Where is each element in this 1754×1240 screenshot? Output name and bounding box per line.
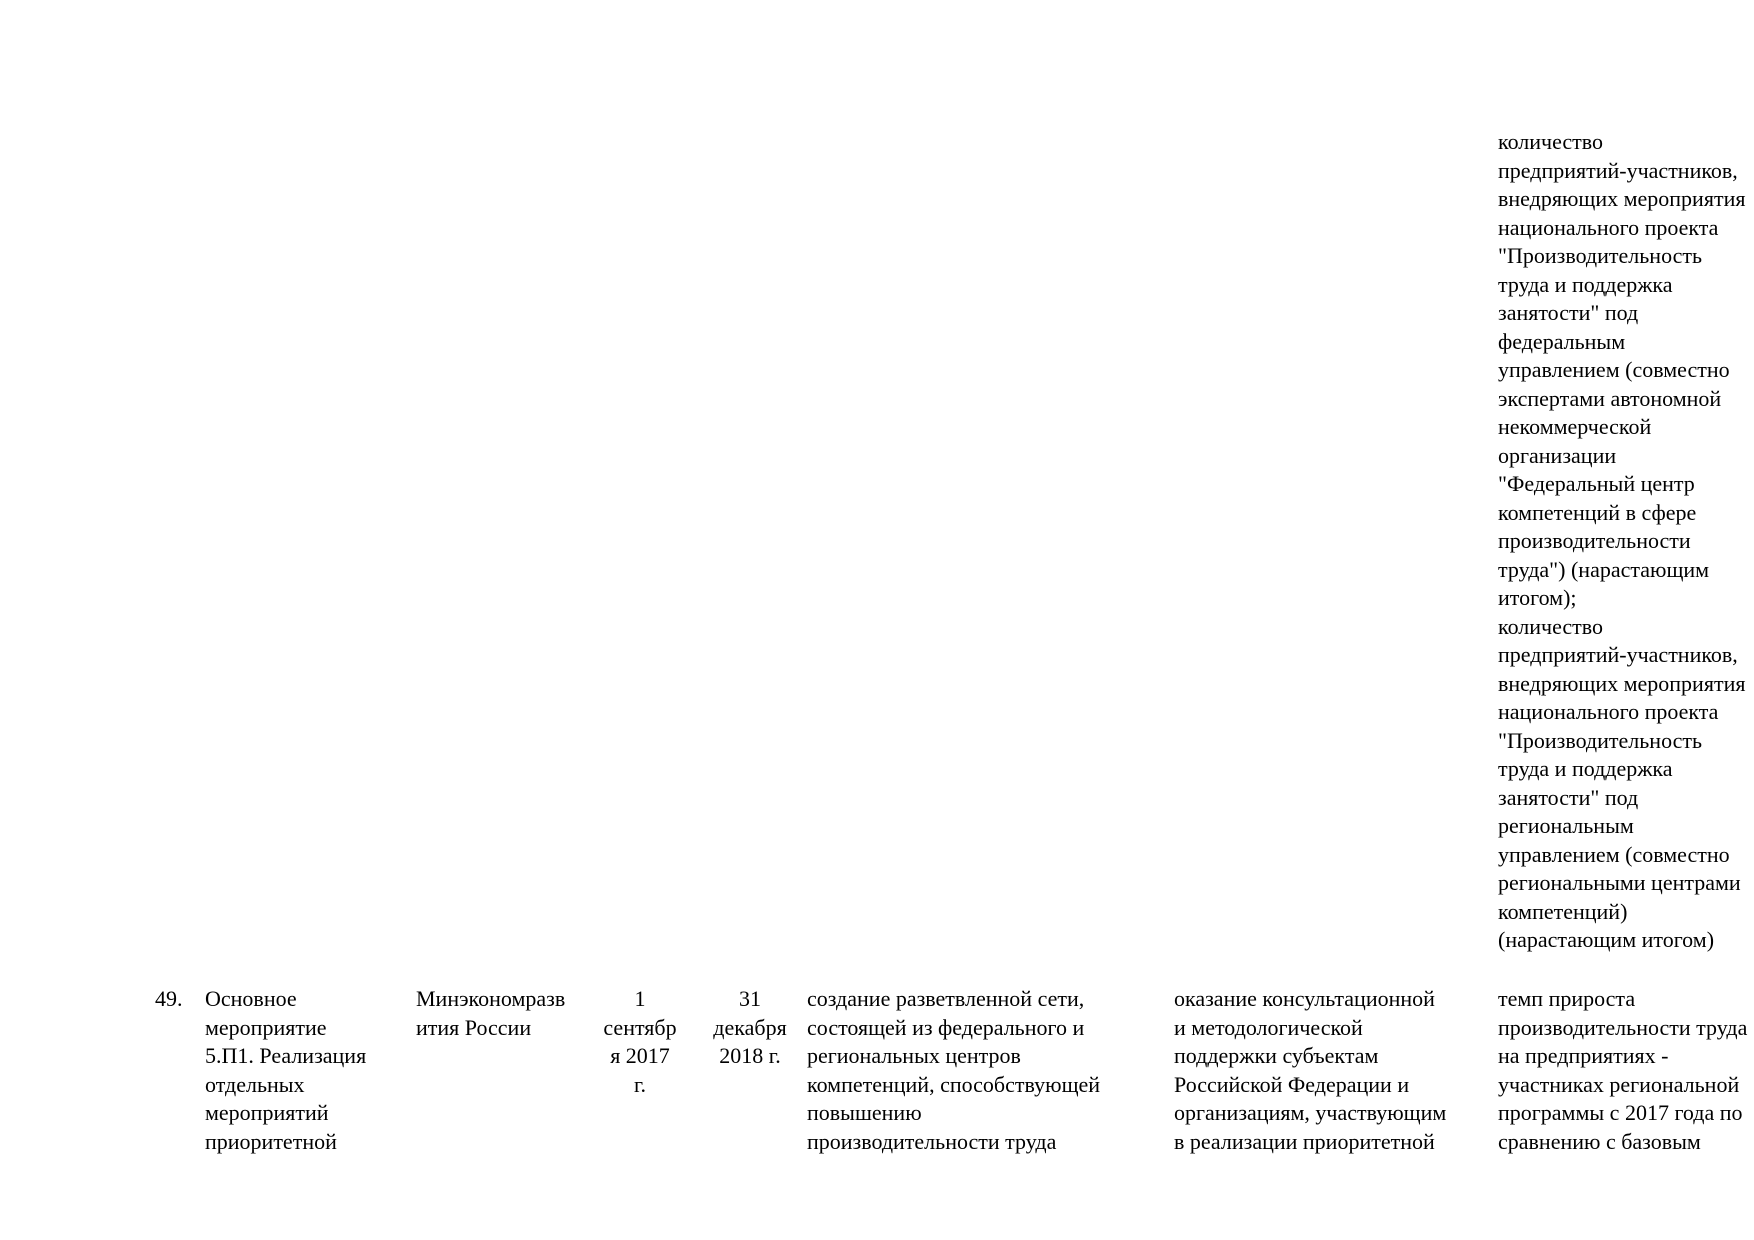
text-line: занятости" под <box>1498 784 1639 810</box>
text-line: региональными центрами <box>1498 870 1741 895</box>
text-line: "Производительность <box>1498 243 1703 268</box>
text-line: компетенций) <box>1498 898 1628 924</box>
text-line: организациям, участвующим <box>1174 1100 1447 1125</box>
text-line: предприятий-участников, <box>1498 642 1738 667</box>
text-line: (нарастающим итогом) <box>1498 927 1715 952</box>
text-line: темп прироста <box>1498 986 1636 1011</box>
text-line: федеральным <box>1498 328 1626 354</box>
text-line: создание разветвленной сети, <box>807 986 1085 1011</box>
text-line: 2018 г. <box>719 1043 781 1068</box>
text-line: Минэкономразв <box>416 986 566 1011</box>
text-line: производительности труда <box>1498 1014 1748 1040</box>
event-name-cell: Основное мероприятие 5.П1. Реализация отдел… <box>205 985 366 1156</box>
indicators-cell: темп прироста производительности труда на … <box>1498 985 1747 1156</box>
expected-result-cell: создание разветвленной сети, состоящей из… <box>807 985 1100 1156</box>
text-line: 31 <box>739 986 761 1011</box>
text-line: 1 <box>634 986 646 1011</box>
text-line: декабря <box>713 1014 787 1040</box>
text-line: и методологической <box>1174 1014 1363 1040</box>
text-line: труда и поддержка <box>1498 756 1673 781</box>
text-line: мероприятий <box>205 1100 329 1125</box>
support-direction-cell: оказание консультационной и методологичес… <box>1174 985 1446 1156</box>
text-line: поддержки субъектам <box>1174 1043 1379 1068</box>
text-line: производительности труда <box>807 1128 1057 1154</box>
text-line: "Производительность <box>1498 727 1703 753</box>
text-line: труда и поддержка <box>1498 271 1673 297</box>
text-line: количество <box>1498 129 1604 154</box>
text-line: на предприятиях - <box>1498 1043 1669 1068</box>
row-number: 49. <box>155 986 183 1011</box>
text-line: приоритетной <box>205 1128 337 1154</box>
row-number-cell: 49. <box>155 985 183 1014</box>
text-line: мероприятие <box>205 1014 327 1040</box>
start-date-cell: 1 сентябр я 2017 г. <box>595 985 685 1099</box>
text-line: национального проекта <box>1498 214 1719 240</box>
text-line: предприятий-участников, <box>1498 157 1738 183</box>
text-line: региональным <box>1498 813 1634 838</box>
text-line: количество <box>1498 613 1604 639</box>
text-line: управлением (совместно <box>1498 357 1730 382</box>
text-line: национального проекта <box>1498 699 1719 724</box>
text-line: труда") (нарастающим <box>1498 556 1710 582</box>
text-line: производительности <box>1498 528 1691 553</box>
text-line: отдельных <box>205 1071 305 1097</box>
text-line: 5.П1. Реализация <box>205 1043 367 1068</box>
text-line: итогом); <box>1498 585 1577 610</box>
text-line: сентябр <box>603 1014 677 1040</box>
text-line: внедряющих мероприятия <box>1498 670 1746 696</box>
text-line: Основное <box>205 986 297 1011</box>
text-line: ития России <box>416 1014 532 1040</box>
text-line: компетенций в сфере <box>1498 499 1697 525</box>
end-date-cell: 31 декабря 2018 г. <box>705 985 795 1071</box>
text-line: занятости" под <box>1498 300 1639 325</box>
text-line: участниках региональной <box>1498 1071 1740 1097</box>
text-line: управлением (совместно <box>1498 841 1730 867</box>
text-line: состоящей из федерального и <box>807 1014 1085 1040</box>
text-line: сравнению с базовым <box>1498 1128 1701 1154</box>
executor-cell: Минэкономразв ития России <box>416 985 565 1042</box>
text-line: повышению <box>807 1100 922 1125</box>
text-line: я 2017 <box>610 1043 670 1068</box>
text-line: организации <box>1498 442 1617 468</box>
text-line: Российской Федерации и <box>1174 1071 1410 1097</box>
indicators-continuation-cell: количество предприятий-участников, внедряю… <box>1498 128 1745 955</box>
text-line: внедряющих мероприятия <box>1498 186 1746 211</box>
text-line: экспертами автономной <box>1498 385 1722 411</box>
text-line: региональных центров <box>807 1043 1021 1068</box>
text-line: "Федеральный центр <box>1498 471 1695 496</box>
text-line: программы с 2017 года по <box>1498 1100 1743 1125</box>
text-line: г. <box>633 1071 647 1097</box>
text-line: в реализации приоритетной <box>1174 1128 1435 1154</box>
text-line: оказание консультационной <box>1174 986 1435 1011</box>
text-line: некоммерческой <box>1498 414 1652 439</box>
text-line: компетенций, способствующей <box>807 1071 1101 1097</box>
